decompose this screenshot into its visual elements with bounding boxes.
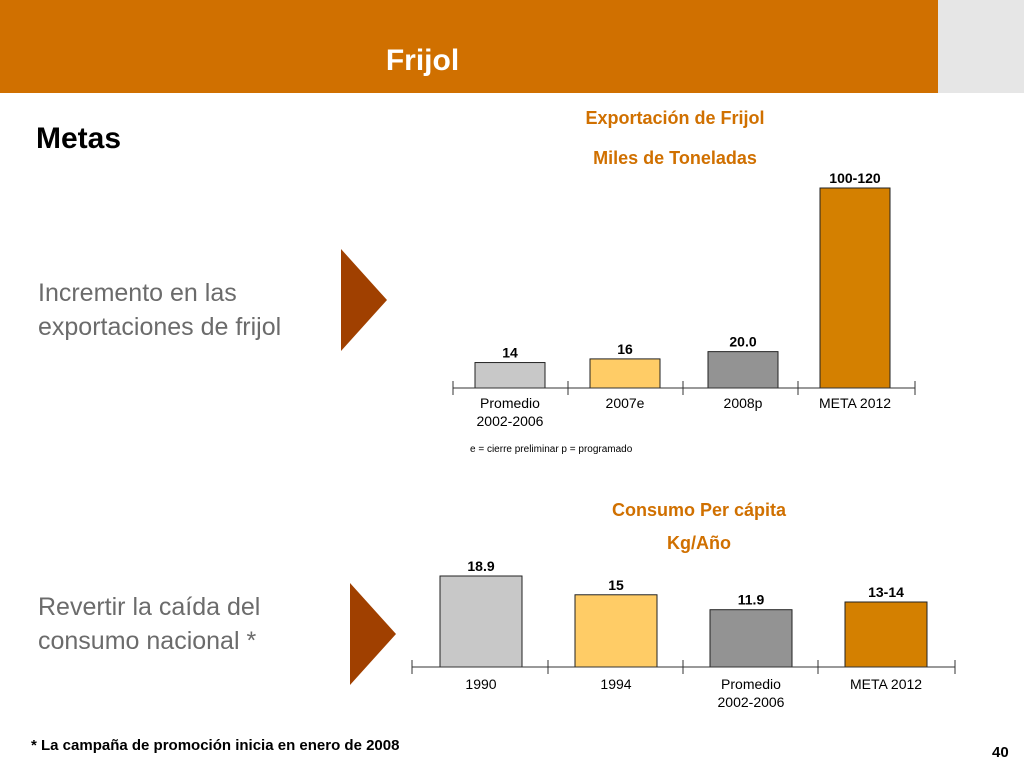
category-label: 2008p	[724, 395, 763, 411]
goal-exports-line2: exportaciones de frijol	[38, 313, 282, 341]
data-label: 20.0	[729, 334, 756, 350]
bar	[589, 358, 661, 389]
category-label: 2002-2006	[477, 413, 544, 429]
category-label: 1990	[465, 676, 496, 692]
chart-title: Exportación de Frijol	[585, 108, 764, 128]
bar	[844, 601, 928, 668]
chart-subtitle: Miles de Toneladas	[593, 148, 757, 168]
bar	[439, 575, 523, 668]
page-number: 40	[992, 744, 1009, 761]
chart-exports: Exportación de Frijol Miles de Toneladas 1…	[452, 108, 916, 455]
section-title: Metas	[36, 122, 122, 155]
data-label: 15	[608, 577, 624, 593]
chart-title: Consumo Per cápita	[612, 500, 787, 520]
goal-consumption-line1: Revertir la caída del	[38, 593, 261, 621]
bar	[574, 594, 658, 668]
goal-exports-line1: Incremento en las	[38, 279, 237, 307]
bar	[707, 351, 779, 389]
chart-consumption: Consumo Per cápita Kg/Año 18.9 1990 15 1994 11…	[411, 500, 956, 710]
bar	[474, 362, 546, 389]
slide-title: Frijol	[385, 44, 460, 77]
goal-consumption-line2: consumo nacional *	[38, 627, 257, 655]
category-label: META 2012	[850, 676, 922, 692]
footnote: * La campaña de promoción inicia en ener…	[31, 737, 400, 754]
bar	[709, 609, 793, 668]
data-label: 13-14	[868, 584, 904, 600]
header-bar	[0, 0, 938, 93]
category-label: 2007e	[606, 395, 645, 411]
data-label: 16	[617, 341, 633, 357]
category-label: META 2012	[819, 395, 891, 411]
chart-subtitle: Kg/Año	[667, 533, 731, 553]
chart-note: e = cierre preliminar p = programado	[470, 444, 633, 455]
category-label: 1994	[600, 676, 631, 692]
data-label: 100-120	[829, 170, 881, 186]
header-corner	[938, 0, 1024, 93]
bar	[819, 187, 891, 389]
arrow-right-icon	[350, 583, 396, 685]
data-label: 14	[502, 345, 518, 361]
goal-consumption: Revertir la caída del consumo nacional *	[38, 590, 338, 658]
category-label: Promedio	[721, 676, 781, 692]
category-label: Promedio	[480, 395, 540, 411]
arrow-right-icon	[341, 249, 387, 351]
category-label: 2002-2006	[718, 694, 785, 710]
data-label: 11.9	[738, 592, 765, 608]
arrow-shape	[350, 583, 396, 685]
goal-exports: Incremento en las exportaciones de frijo…	[38, 276, 338, 344]
data-label: 18.9	[467, 558, 494, 574]
arrow-shape	[341, 249, 387, 351]
